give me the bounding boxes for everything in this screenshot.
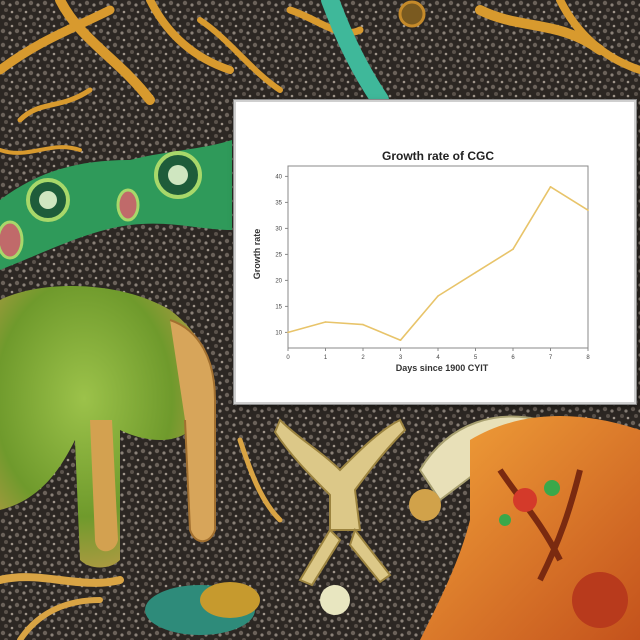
series-line-0 (288, 187, 588, 340)
y-tick-label: 30 (275, 226, 282, 232)
data-point (550, 186, 552, 188)
plot-frame (288, 166, 588, 348)
chart-panel: Growth rate of CGC 10 15 20 25 30 35 40 0 1 2 3 4 5 6… (234, 100, 636, 404)
x-tick-label: 3 (399, 355, 403, 361)
plot-area: 10 15 20 25 30 35 40 0 1 2 3 4 5 6 7 8 (275, 166, 590, 361)
x-tick-label: 2 (361, 355, 365, 361)
y-tick-label: 25 (275, 252, 282, 258)
data-point (587, 209, 589, 211)
x-tick-label: 4 (436, 355, 440, 361)
seed-pod (400, 2, 424, 26)
data-point (475, 272, 477, 274)
y-axis-label: Growth rate (252, 229, 262, 280)
y-tick-label: 15 (275, 304, 282, 310)
y-tick-label: 35 (275, 200, 282, 206)
data-point (287, 332, 289, 334)
x-tick-label: 1 (324, 355, 328, 361)
x-tick-label: 7 (549, 355, 553, 361)
x-tick-label: 0 (286, 355, 290, 361)
y-tick-label: 40 (275, 174, 282, 180)
y-tick-label: 10 (275, 330, 282, 336)
chart-title: Growth rate of CGC (382, 149, 494, 163)
line-chart: Growth rate of CGC 10 15 20 25 30 35 40 0 1 2 3 4 5 6… (236, 102, 634, 402)
data-point (512, 248, 514, 250)
y-tick-label: 20 (275, 278, 282, 284)
x-axis-label: Days since 1900 CYIT (396, 363, 489, 373)
x-tick-label: 8 (586, 355, 590, 361)
data-point (437, 295, 439, 297)
data-point (362, 324, 364, 326)
data-point (325, 321, 327, 323)
x-tick-label: 6 (511, 355, 515, 361)
data-point (400, 339, 402, 341)
x-tick-label: 5 (474, 355, 478, 361)
